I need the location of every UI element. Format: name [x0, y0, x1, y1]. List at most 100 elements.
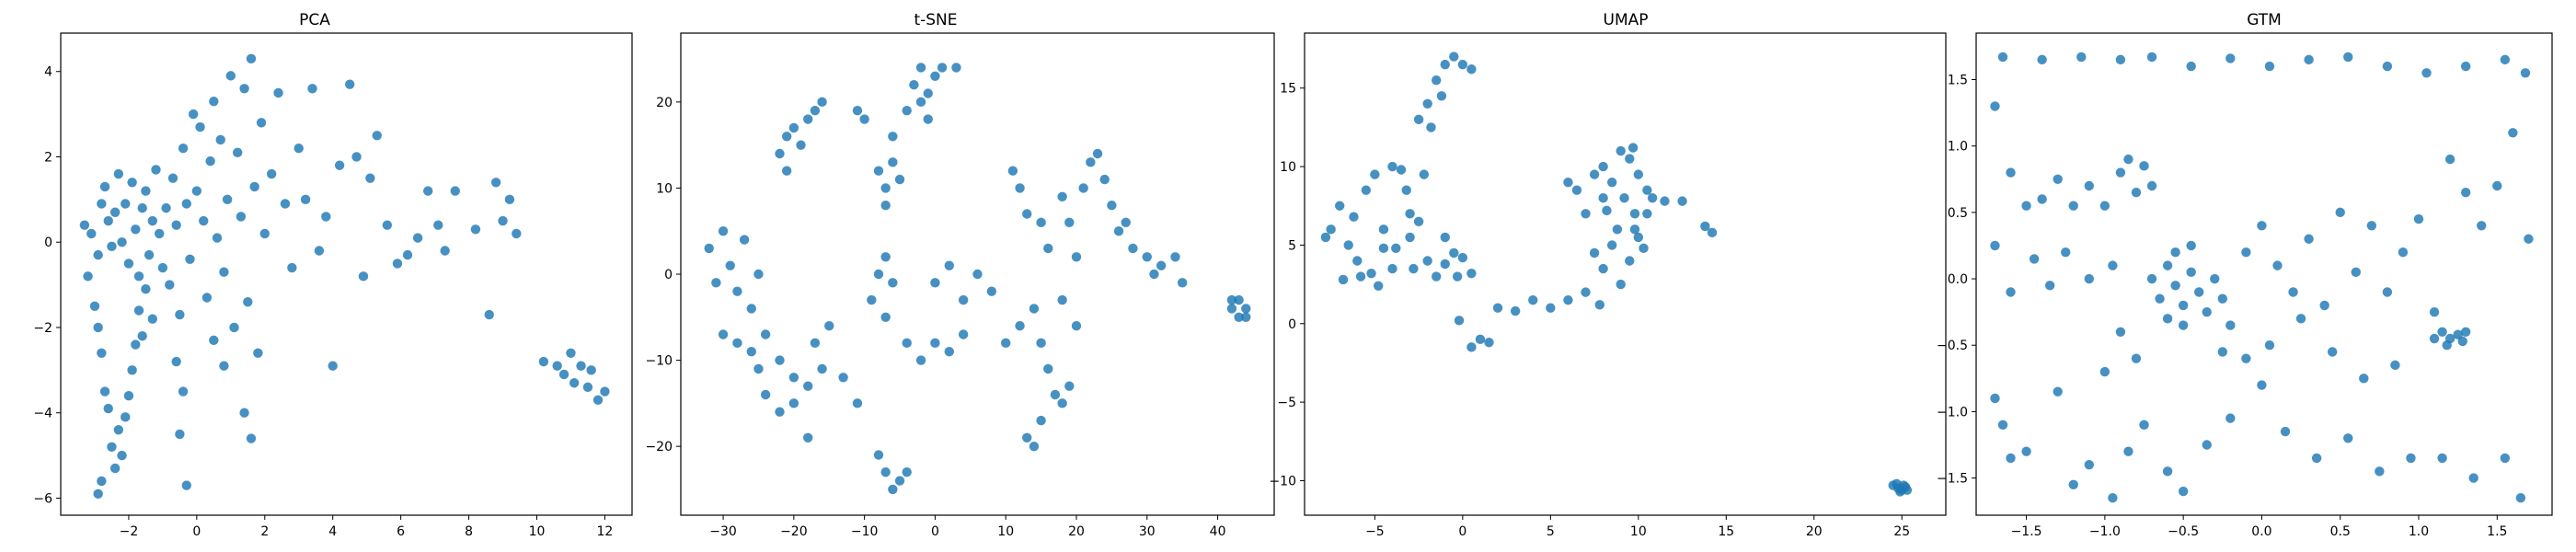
scatter-point — [852, 398, 863, 408]
scatter-point — [1057, 294, 1067, 305]
scatter-point — [2131, 353, 2142, 363]
scatter-point — [1707, 227, 1718, 237]
scatter-point — [1234, 312, 1244, 322]
scatter-point — [586, 365, 596, 375]
scatter-point — [2178, 320, 2189, 330]
x-tick-label: 0 — [192, 524, 201, 539]
scatter-point — [137, 331, 147, 341]
scatter-point — [273, 87, 283, 98]
scatter-point — [2442, 340, 2452, 351]
scatter-point — [2099, 201, 2110, 211]
x-tick-label: 15 — [1718, 524, 1734, 539]
scatter-point — [300, 194, 311, 205]
scatter-point — [157, 262, 168, 273]
scatter-point — [1606, 177, 1617, 188]
scatter-point — [2037, 194, 2047, 204]
scatter-point — [1374, 281, 1384, 292]
scatter-point — [880, 183, 891, 193]
scatter-point — [131, 339, 141, 350]
scatter-point — [2524, 234, 2534, 244]
scatter-point — [1432, 271, 1442, 282]
scatter-point — [141, 186, 151, 196]
scatter-point — [788, 373, 799, 383]
scatter-point — [2460, 327, 2471, 337]
scatter-point — [1128, 243, 1138, 254]
x-tick-label: 10 — [529, 524, 546, 539]
scatter-point — [236, 212, 247, 222]
scatter-point — [2084, 180, 2095, 191]
scatter-point — [873, 166, 884, 176]
x-tick-label: 0.0 — [2251, 524, 2271, 539]
scatter-point — [1419, 169, 1430, 179]
scatter-point — [1598, 161, 1608, 172]
scatter-point — [219, 267, 229, 277]
scatter-point — [2061, 247, 2071, 258]
scatter-point — [592, 395, 604, 405]
scatter-point — [1426, 122, 1436, 132]
y-tick-label: 0.5 — [1948, 206, 1968, 221]
scatter-point — [538, 356, 549, 367]
scatter-point — [219, 361, 229, 371]
scatter-point — [1355, 271, 1366, 282]
scatter-point — [2202, 440, 2212, 450]
scatter-points — [704, 63, 1251, 495]
scatter-point — [781, 132, 792, 142]
scatter-point — [2311, 453, 2322, 464]
scatter-point — [1449, 247, 1459, 259]
scatter-point — [1142, 252, 1152, 262]
scatter-point — [1413, 216, 1424, 227]
scatter-point — [753, 363, 764, 374]
x-tick-label: 4 — [328, 524, 337, 539]
x-tick-label: 1.0 — [2409, 524, 2429, 539]
scatter-point — [739, 235, 750, 245]
scatter-point — [1391, 243, 1401, 254]
scatter-point — [2288, 287, 2298, 297]
y-tick-label: 0.0 — [1948, 272, 1968, 287]
scatter-point — [141, 284, 151, 294]
scatter-point — [93, 322, 103, 333]
scatter-point — [1898, 480, 1909, 490]
scatter-point — [229, 322, 239, 333]
scatter-point — [2477, 221, 2487, 231]
scatter-point — [880, 312, 891, 322]
scatter-point — [867, 294, 877, 305]
scatter-point — [147, 215, 158, 226]
scatter-point — [2146, 273, 2157, 284]
scatter-point — [972, 269, 983, 280]
scatter-point — [1633, 169, 1644, 179]
x-tick-label: 5 — [1547, 524, 1555, 539]
scatter-point — [1642, 209, 1652, 219]
scatter-point — [1078, 183, 1088, 193]
scatter-point — [121, 412, 131, 422]
scatter-point — [280, 199, 291, 209]
scatter-point — [2520, 68, 2531, 78]
scatter-point — [1454, 316, 1465, 326]
scatter-points — [1990, 52, 2534, 503]
scatter-point — [944, 260, 954, 270]
scatter-point — [2413, 213, 2424, 224]
scatter-point — [1064, 217, 1075, 228]
scatter-point — [2343, 52, 2353, 63]
scatter-point — [930, 338, 940, 349]
scatter-point — [2194, 287, 2204, 297]
scatter-point — [1170, 252, 1180, 262]
scatter-point — [2225, 53, 2236, 63]
scatter-point — [760, 329, 771, 339]
scatter-point — [1457, 59, 1468, 70]
scatter-point — [171, 220, 181, 230]
scatter-point — [753, 269, 764, 280]
scatter-point — [2406, 453, 2416, 464]
scatter-point — [2295, 314, 2306, 324]
scatter-point — [746, 304, 756, 314]
scatter-point — [1466, 64, 1477, 75]
scatter-point — [175, 429, 185, 440]
scatter-point — [1432, 75, 1442, 86]
scatter-point — [2468, 473, 2478, 483]
scatter-point — [1001, 338, 1011, 349]
scatter-point — [109, 207, 121, 217]
scatter-point — [1990, 393, 2000, 404]
scatter-point — [888, 132, 898, 142]
scatter-point — [1064, 381, 1075, 391]
scatter-point — [1457, 252, 1468, 263]
scatter-point — [958, 329, 969, 339]
